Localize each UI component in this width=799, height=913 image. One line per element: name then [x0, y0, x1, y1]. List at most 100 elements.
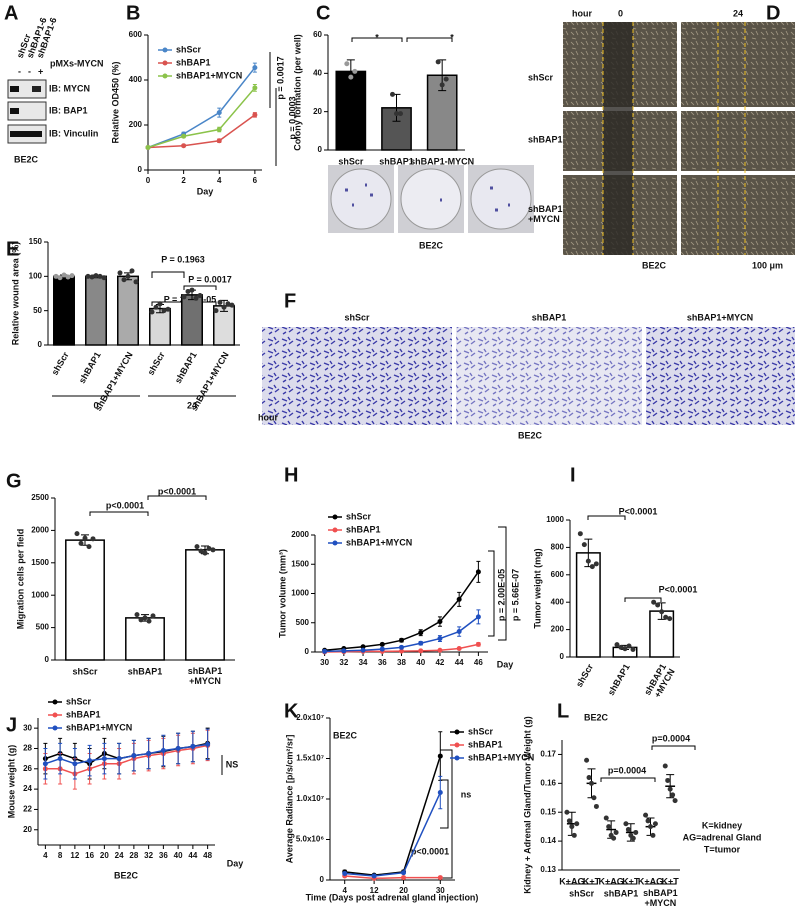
- data-point: [667, 786, 673, 792]
- data-point: [87, 758, 93, 764]
- significance-bracket: [183, 285, 217, 290]
- y-tick-label: 800: [551, 543, 565, 552]
- group-label: 24: [187, 400, 197, 410]
- x-axis-label: Time (Days post adrenal gland injection): [306, 892, 479, 902]
- series-line: [147, 114, 256, 149]
- wound-gap: [603, 22, 633, 255]
- data-point: [252, 112, 258, 118]
- y-tick-label: 5.0x10⁶: [296, 835, 324, 844]
- y-axis-label: Mouse weight (g): [6, 745, 16, 819]
- data-point: [418, 640, 424, 646]
- data-point: [399, 648, 404, 654]
- x-tick-label: shBAP1: [379, 156, 414, 166]
- migration-panel: F shScr shBAP1 shBAP1+MYCN BE2C: [262, 290, 795, 440]
- legend-marker: [162, 73, 168, 79]
- y-tick-label: 0.16: [540, 778, 556, 787]
- micrograph: [681, 111, 795, 171]
- data-point: [571, 832, 577, 838]
- colonies: [345, 183, 510, 212]
- x-axis-label: Day: [227, 858, 244, 868]
- x-tick-label: 38: [397, 658, 406, 667]
- significance-bracket: [600, 777, 656, 782]
- annotation: BE2C: [584, 712, 609, 722]
- y-tick-label: 24: [23, 784, 32, 793]
- sign: -: [28, 66, 31, 76]
- error-bar: [666, 774, 675, 799]
- data-point: [69, 273, 75, 279]
- x-tick-label: 28: [129, 851, 138, 860]
- x-tick-label: 32: [144, 851, 153, 860]
- data-point: [181, 133, 187, 139]
- annotation: P<0.0001: [619, 506, 658, 516]
- panel-letter: D: [766, 2, 780, 24]
- annotation: p = 0.0017: [275, 56, 285, 99]
- data-point: [153, 304, 159, 310]
- data-point: [371, 873, 377, 879]
- data-point: [581, 542, 587, 548]
- y-tick-label: 40: [313, 68, 322, 77]
- x-tick-label: 40: [416, 658, 425, 667]
- legend-label: shBAP1+MYCN: [176, 70, 242, 80]
- data-point: [322, 648, 328, 654]
- data-point: [161, 308, 167, 314]
- data-point: [593, 561, 599, 567]
- x-tick-label: 4: [342, 886, 347, 895]
- y-tick-label: 150: [29, 237, 43, 246]
- data-point: [85, 273, 91, 279]
- y-axis-label: Kidney + Adrenal Gland/Tumor Weight (g): [522, 716, 532, 894]
- cell-line: BE2C: [642, 260, 667, 270]
- data-point: [348, 74, 354, 80]
- x-tick-label: 32: [339, 658, 348, 667]
- column-label: shBAP1+MYCN: [687, 312, 753, 322]
- significance-bracket: [147, 495, 207, 500]
- y-tick-label: 0: [38, 340, 43, 349]
- data-point: [216, 127, 222, 132]
- significance-bracket: [151, 271, 185, 278]
- data-point: [670, 792, 676, 798]
- data-point: [390, 91, 395, 97]
- data-point: [65, 274, 71, 280]
- x-tick-label: 4: [43, 851, 48, 860]
- data-point: [341, 648, 347, 654]
- data-point: [160, 748, 166, 754]
- data-point: [379, 646, 385, 652]
- group-label: 0: [93, 400, 98, 410]
- y-tick-label: 100: [29, 271, 43, 280]
- y-tick-label: 1000: [546, 515, 564, 524]
- data-point: [643, 812, 649, 818]
- legend-label: shBAP1: [66, 709, 101, 719]
- data-point: [435, 59, 441, 65]
- data-point: [225, 301, 231, 307]
- micrograph: [456, 327, 642, 425]
- x-tick-label: 36: [378, 658, 387, 667]
- x-tick-label: shScr: [338, 156, 364, 166]
- row-label: shBAP1 +MYCN: [528, 204, 563, 224]
- data-point: [437, 647, 443, 653]
- data-point: [252, 85, 258, 91]
- significance-bracket: [498, 526, 507, 641]
- data-point: [125, 273, 131, 279]
- annotation: AG=adrenal Gland: [683, 832, 762, 842]
- series-line: [45, 744, 208, 775]
- x-tick-label: shScr: [574, 662, 595, 689]
- cell-line: BE2C: [14, 154, 39, 164]
- sign: -: [18, 66, 21, 76]
- y-axis-label: Colony formation (per well): [292, 34, 302, 151]
- y-tick-label: 20: [313, 107, 322, 116]
- bar: [575, 552, 601, 658]
- data-point: [475, 641, 481, 647]
- data-point: [437, 619, 443, 625]
- data-point: [569, 824, 575, 830]
- data-point: [131, 753, 137, 759]
- data-point: [157, 301, 163, 307]
- y-tick-label: 600: [129, 30, 143, 39]
- group-axis-label: hour: [258, 412, 278, 422]
- well: [330, 168, 392, 230]
- y-axis-label: Migration cells per field: [15, 529, 25, 630]
- data-point: [205, 741, 211, 747]
- panel-letter: I: [570, 464, 576, 486]
- x-axis-label: Day: [197, 186, 214, 196]
- data-point: [116, 756, 122, 762]
- well: [400, 168, 462, 230]
- legend-marker: [52, 712, 58, 718]
